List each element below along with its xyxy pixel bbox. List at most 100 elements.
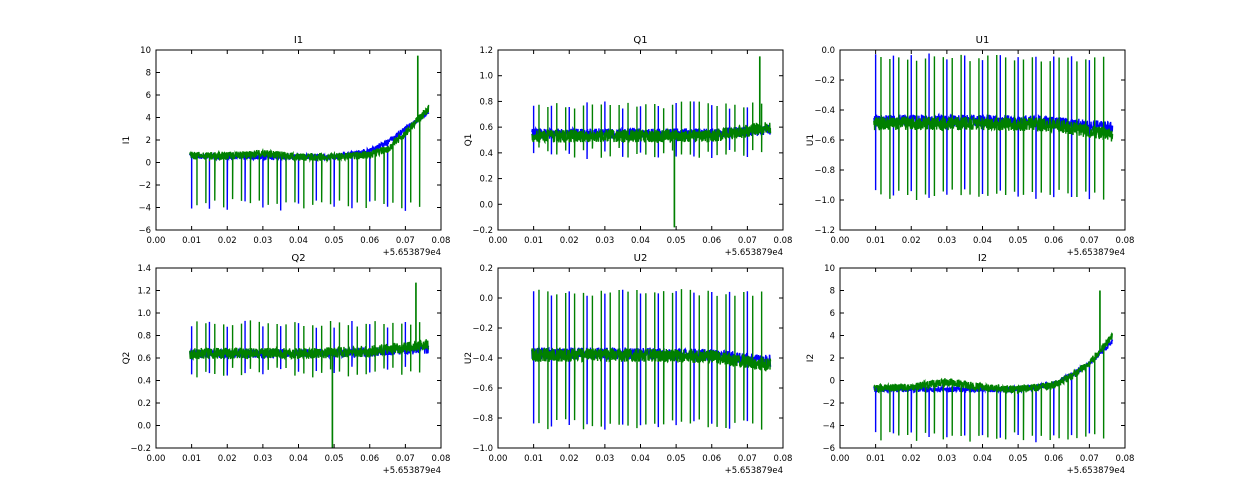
y-tick-label: 0.0 xyxy=(821,46,835,56)
y-tick-label: 4 xyxy=(830,332,835,342)
x-tick-label: 0.02 xyxy=(560,454,579,464)
x-tick-label: 0.03 xyxy=(937,454,956,464)
y-axis-label: Q1 xyxy=(464,134,474,147)
x-tick-label: 0.08 xyxy=(1116,236,1135,246)
x-tick-label: 0.01 xyxy=(182,454,201,464)
x-offset-label: +5.653879e4 xyxy=(1067,466,1125,476)
y-tick-label: −2 xyxy=(822,399,835,409)
x-tick-label: 0.01 xyxy=(182,236,201,246)
x-tick-label: 0.06 xyxy=(702,454,721,464)
subplot-q1: Q1 Q1 0.00 0.01 0.02 0.03 0.04 0.05 0.06 0.07 0.08… xyxy=(464,35,792,258)
x-tick-label: 0.08 xyxy=(432,454,451,464)
y-tick-label: 0.2 xyxy=(137,399,151,409)
y-tick-label: 4 xyxy=(146,114,151,124)
series-line-green xyxy=(189,282,430,448)
x-tick-label: 0.07 xyxy=(738,454,757,464)
x-tick-label: 0.01 xyxy=(866,454,885,464)
y-tick-label: −0.2 xyxy=(472,324,493,334)
x-offset-label: +5.653879e4 xyxy=(383,248,441,258)
y-tick-label: 1.4 xyxy=(137,264,151,274)
x-tick-label: 0.00 xyxy=(147,454,166,464)
x-tick-label: 0.00 xyxy=(489,236,508,246)
y-tick-label: −6 xyxy=(138,226,151,236)
x-tick-label: 0.02 xyxy=(218,454,237,464)
y-tick-label: −0.2 xyxy=(814,76,835,86)
y-tick-label: −0.4 xyxy=(814,106,835,116)
x-tick-label: 0.05 xyxy=(1009,236,1028,246)
y-tick-label: 2 xyxy=(146,136,151,146)
y-axis-label: U2 xyxy=(464,352,474,364)
x-tick-label: 0.08 xyxy=(432,236,451,246)
x-tick-label: 0.00 xyxy=(489,454,508,464)
x-tick-label: 0.05 xyxy=(325,236,344,246)
x-tick-label: 0.02 xyxy=(902,454,921,464)
y-axis-label: I1 xyxy=(122,136,132,144)
y-tick-label: −0.8 xyxy=(814,166,835,176)
x-tick-label: 0.06 xyxy=(702,236,721,246)
plot-title: U2 xyxy=(634,253,648,264)
plot-area xyxy=(531,56,772,228)
y-tick-label: −4 xyxy=(138,204,151,214)
x-tick-label: 0.05 xyxy=(667,454,686,464)
x-tick-label: 0.00 xyxy=(831,236,850,246)
y-tick-label: 8 xyxy=(830,287,835,297)
series-line-green xyxy=(873,54,1114,200)
series-line-green xyxy=(189,55,430,209)
x-tick-label: 0.03 xyxy=(253,236,272,246)
y-axis-label: U1 xyxy=(806,134,816,146)
y-tick-label: 0.8 xyxy=(479,97,493,107)
y-tick-label: −1.0 xyxy=(472,444,493,454)
x-tick-label: 0.04 xyxy=(289,454,308,464)
y-tick-label: −0.2 xyxy=(130,444,151,454)
plot-title: Q1 xyxy=(633,35,647,46)
y-tick-label: 0 xyxy=(146,159,151,169)
x-tick-label: 0.05 xyxy=(667,236,686,246)
x-tick-label: 0.07 xyxy=(396,454,415,464)
x-tick-label: 0.03 xyxy=(937,236,956,246)
x-tick-label: 0.03 xyxy=(595,454,614,464)
subplot-u2: U2 U2 0.00 0.01 0.02 0.03 0.04 0.05 0.06 0.07 0.08… xyxy=(464,253,792,476)
y-tick-label: 1.0 xyxy=(479,72,493,82)
x-tick-label: 0.03 xyxy=(253,454,272,464)
x-tick-label: 0.02 xyxy=(902,236,921,246)
y-tick-label: 1.2 xyxy=(137,287,151,297)
plot-title: I2 xyxy=(978,253,987,264)
y-tick-label: −1.0 xyxy=(814,196,835,206)
y-tick-label: 8 xyxy=(146,69,151,79)
x-tick-label: 0.00 xyxy=(831,454,850,464)
x-tick-label: 0.03 xyxy=(595,236,614,246)
y-tick-label: 0.0 xyxy=(479,294,493,304)
x-tick-label: 0.07 xyxy=(396,236,415,246)
plot-area xyxy=(873,53,1114,200)
y-tick-label: 0.6 xyxy=(479,123,493,133)
y-tick-label: 0 xyxy=(830,377,835,387)
plot-area xyxy=(873,290,1114,443)
plot-area xyxy=(189,55,430,211)
series-line-green xyxy=(873,290,1114,442)
y-tick-label: −0.8 xyxy=(472,414,493,424)
y-tick-label: 0.4 xyxy=(479,149,493,159)
y-axis-label: Q2 xyxy=(122,352,132,365)
y-tick-label: 10 xyxy=(824,264,835,274)
y-tick-label: 1.2 xyxy=(479,46,493,56)
x-tick-label: 0.06 xyxy=(1044,236,1063,246)
x-tick-label: 0.02 xyxy=(218,236,237,246)
x-tick-label: 0.06 xyxy=(360,454,379,464)
x-tick-label: 0.08 xyxy=(1116,454,1135,464)
x-offset-label: +5.653879e4 xyxy=(725,466,783,476)
y-tick-label: −0.6 xyxy=(472,384,493,394)
x-tick-label: 0.06 xyxy=(1044,454,1063,464)
y-axis-label: I2 xyxy=(806,354,816,362)
series-line-green xyxy=(531,56,772,228)
x-tick-label: 0.04 xyxy=(631,454,650,464)
y-tick-label: −6 xyxy=(822,444,835,454)
y-tick-label: 0.4 xyxy=(137,377,151,387)
x-tick-label: 0.05 xyxy=(1009,454,1028,464)
x-tick-label: 0.08 xyxy=(774,454,793,464)
y-tick-label: 6 xyxy=(146,91,151,101)
x-tick-label: 0.04 xyxy=(631,236,650,246)
y-tick-label: 0.0 xyxy=(479,200,493,210)
y-tick-label: −4 xyxy=(822,422,835,432)
x-tick-label: 0.07 xyxy=(1080,454,1099,464)
